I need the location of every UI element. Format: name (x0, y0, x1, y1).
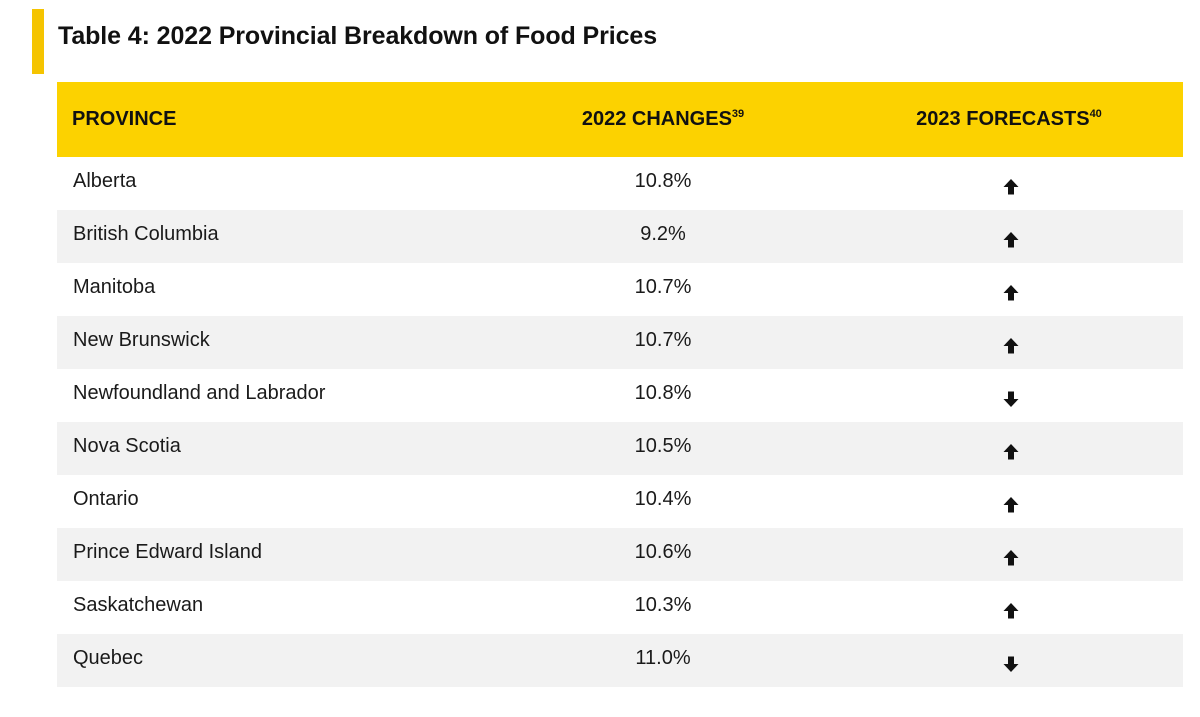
province-cell: Manitoba (73, 276, 156, 298)
change-cell: 10.7% (634, 329, 692, 351)
change-cell: 10.3% (634, 594, 692, 616)
header-2023-forecasts: 2023 FORECASTS40 (859, 82, 1159, 157)
header-changes-footnote: 39 (731, 108, 745, 120)
down-arrow-icon (1003, 390, 1019, 407)
forecast-cell (859, 210, 1159, 263)
header-changes-label: 2022 CHANGES (581, 108, 732, 130)
header-province-label: PROVINCE (72, 108, 177, 130)
table-row: Prince Edward Island 10.6% (57, 528, 1183, 581)
change-cell: 10.8% (634, 382, 692, 404)
up-arrow-icon (1003, 231, 1019, 248)
table-header: PROVINCE 2022 CHANGES39 2023 FORECASTS40 (57, 82, 1183, 157)
title-accent-bar (32, 9, 44, 74)
change-cell: 10.6% (634, 541, 692, 563)
province-cell: Prince Edward Island (73, 541, 262, 563)
forecast-cell (859, 263, 1159, 316)
table-title: Table 4: 2022 Provincial Breakdown of Fo… (58, 22, 657, 50)
province-cell: Quebec (73, 647, 144, 669)
table-row: Alberta 10.8% (57, 157, 1183, 210)
forecast-cell (859, 316, 1159, 369)
forecast-cell (859, 581, 1159, 634)
change-cell: 10.4% (634, 488, 692, 510)
table-row: New Brunswick 10.7% (57, 316, 1183, 369)
up-arrow-icon (1003, 337, 1019, 354)
header-forecasts-footnote: 40 (1089, 108, 1102, 120)
table-row: Manitoba 10.7% (57, 263, 1183, 316)
up-arrow-icon (1003, 443, 1019, 460)
province-cell: British Columbia (73, 223, 219, 245)
table-row: Saskatchewan 10.3% (57, 581, 1183, 634)
province-cell: Newfoundland and Labrador (73, 382, 326, 404)
table-row: Newfoundland and Labrador 10.8% (57, 369, 1183, 422)
table-row: Nova Scotia 10.5% (57, 422, 1183, 475)
table-row: Quebec 11.0% (57, 634, 1183, 687)
change-cell: 10.8% (634, 170, 692, 192)
change-cell: 11.0% (635, 647, 691, 669)
change-cell: 9.2% (640, 223, 686, 245)
up-arrow-icon (1003, 496, 1019, 513)
table-row: British Columbia 9.2% (57, 210, 1183, 263)
forecast-cell (859, 475, 1159, 528)
table-row: Ontario 10.4% (57, 475, 1183, 528)
province-cell: Saskatchewan (73, 594, 204, 616)
province-cell: Alberta (73, 170, 137, 192)
forecast-cell (859, 634, 1159, 687)
province-cell: New Brunswick (73, 329, 210, 351)
up-arrow-icon (1003, 284, 1019, 301)
table-body: Alberta 10.8% British Columbia 9.2% Manitoba… (57, 157, 1183, 687)
forecast-cell (859, 369, 1159, 422)
header-province: PROVINCE (72, 82, 176, 157)
food-prices-table: PROVINCE 2022 CHANGES39 2023 FORECASTS40… (57, 82, 1183, 687)
forecast-cell (859, 157, 1159, 210)
down-arrow-icon (1003, 655, 1019, 672)
change-cell: 10.5% (634, 435, 692, 457)
up-arrow-icon (1003, 602, 1019, 619)
forecast-cell (859, 528, 1159, 581)
change-cell: 10.7% (634, 276, 692, 298)
province-cell: Nova Scotia (73, 435, 181, 457)
province-cell: Ontario (73, 488, 139, 510)
forecast-cell (859, 422, 1159, 475)
header-forecasts-label: 2023 FORECASTS (916, 108, 1090, 130)
up-arrow-icon (1003, 178, 1019, 195)
up-arrow-icon (1003, 549, 1019, 566)
header-2022-changes: 2022 CHANGES39 (513, 82, 813, 157)
